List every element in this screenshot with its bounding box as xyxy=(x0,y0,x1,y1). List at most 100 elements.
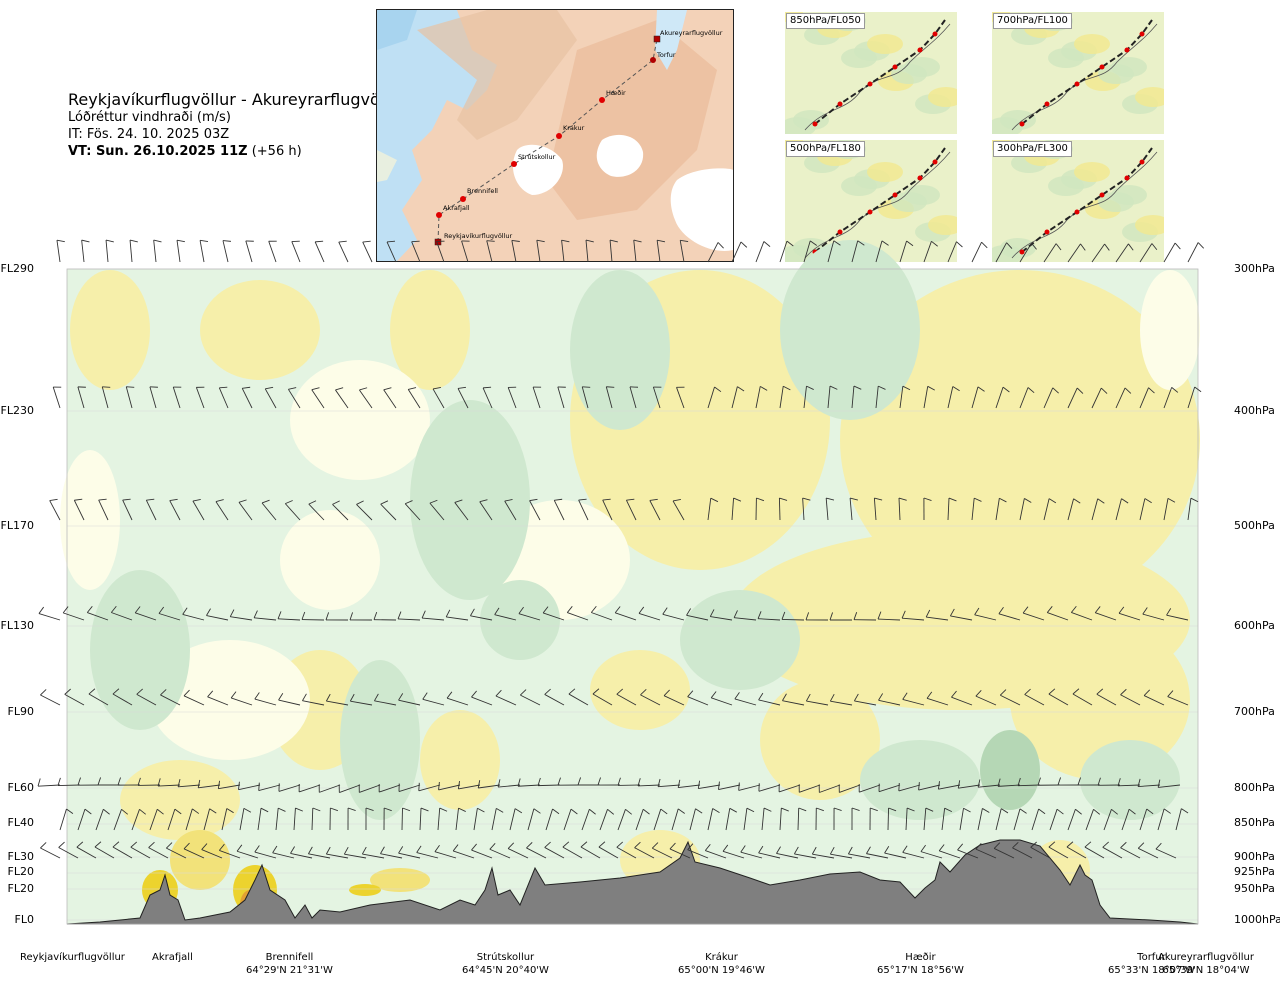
wind-barb-flag xyxy=(1057,777,1062,786)
wind-barb xyxy=(231,697,253,706)
thumbnail-shape xyxy=(1111,185,1147,205)
wind-barb-flag xyxy=(422,692,428,700)
wind-barb xyxy=(977,808,983,831)
wind-barb xyxy=(482,387,493,409)
wind-barb-flag xyxy=(566,606,573,613)
wind-barb-flag xyxy=(568,688,576,695)
wind-barb-flag xyxy=(332,500,340,505)
wind-barb xyxy=(380,503,397,521)
wind-barb xyxy=(553,500,565,521)
wind-barb-flag xyxy=(973,497,982,502)
wind-barb xyxy=(239,808,245,831)
wind-barb xyxy=(195,387,205,409)
wind-barb xyxy=(268,241,277,263)
wind-barb xyxy=(640,694,661,706)
wind-barb-flag xyxy=(454,499,463,503)
vertical-velocity-region xyxy=(1140,270,1200,390)
wind-barb-flag xyxy=(197,779,201,788)
wind-barb-flag xyxy=(633,239,642,243)
place-name: Strútskollur xyxy=(476,952,535,963)
wind-barb-flag xyxy=(74,498,83,501)
wind-barb xyxy=(491,808,497,831)
thumbnail-shape xyxy=(904,185,940,205)
map-label-torfur: Torfur xyxy=(656,51,676,59)
wind-barb xyxy=(633,240,637,263)
wind-barb-flag xyxy=(56,239,65,243)
wind-barb xyxy=(1091,243,1105,263)
wind-barb-flag xyxy=(302,693,307,701)
thumbnail-850hpa[interactable]: 850hPa/FL050 xyxy=(785,12,957,134)
wind-barb xyxy=(1102,846,1123,859)
wind-barb xyxy=(527,808,535,831)
wind-barb xyxy=(374,700,397,706)
wind-barb-flag xyxy=(217,780,221,789)
wind-barb xyxy=(687,849,709,859)
wind-barb xyxy=(470,615,493,621)
wind-barb-flag xyxy=(230,691,237,699)
wind-barb-flag xyxy=(925,807,934,812)
wind-barb-flag xyxy=(97,777,102,786)
wind-barb-flag xyxy=(829,612,834,621)
wind-barb-flag xyxy=(718,781,720,790)
wind-barb xyxy=(731,498,735,521)
wind-barb xyxy=(676,387,685,409)
wind-barb-flag xyxy=(737,386,745,392)
wind-barb-flag xyxy=(793,846,799,855)
wind-barb-flag xyxy=(580,841,588,848)
wind-barb xyxy=(507,387,517,409)
wind-barb xyxy=(755,386,761,409)
wind-barb-flag xyxy=(1124,387,1132,394)
wind-barb-flag xyxy=(439,807,448,812)
wind-barb-flag xyxy=(981,241,988,249)
place-label: Torfur 65°33'N 18°07'W xyxy=(1108,951,1195,977)
wind-barb-flag xyxy=(1167,497,1176,503)
wind-barb xyxy=(135,612,157,621)
wind-barb xyxy=(781,618,805,621)
wind-barb-flag xyxy=(1181,808,1189,814)
wind-barb xyxy=(1167,696,1189,706)
thumbnail-shape xyxy=(867,34,903,54)
wind-barb xyxy=(112,846,133,859)
wind-barb xyxy=(806,700,829,706)
wind-barb xyxy=(416,852,439,859)
thumbnail-shape xyxy=(1124,175,1130,181)
wind-barb xyxy=(634,847,655,859)
wind-barb-flag xyxy=(429,499,438,504)
wind-barb xyxy=(658,784,681,788)
wind-barb xyxy=(722,850,745,859)
wind-barb xyxy=(738,784,761,791)
thumbnail-500hpa[interactable]: 500hPa/FL180 xyxy=(785,140,957,262)
wind-barb-flag xyxy=(640,689,647,696)
wind-barb-flag xyxy=(206,608,211,616)
wind-barb-flag xyxy=(1142,607,1148,615)
wind-barb-flag xyxy=(40,842,47,849)
wind-barb xyxy=(707,808,714,831)
wind-barb-flag xyxy=(477,807,485,813)
y-left-tick: FL90 xyxy=(7,705,34,718)
wind-barb-flag xyxy=(536,239,545,243)
y-right-tick: 300hPa xyxy=(1234,262,1275,275)
wind-barb-flag xyxy=(88,688,96,695)
wind-barb-flag xyxy=(657,778,661,787)
wind-barb-flag xyxy=(277,807,286,812)
thumbnail-300hpa[interactable]: 300hPa/FL300 xyxy=(992,140,1164,262)
vertical-velocity-region xyxy=(980,730,1040,810)
wind-barb-flag xyxy=(776,846,781,854)
wind-barb xyxy=(926,616,949,621)
vertical-velocity-region xyxy=(760,680,880,800)
vertical-velocity-region xyxy=(680,590,800,690)
wind-barb xyxy=(993,848,1015,859)
wind-barb xyxy=(398,784,421,792)
wind-barb-flag xyxy=(1137,842,1145,849)
wind-barb-flag xyxy=(870,807,878,812)
wind-barb-flag xyxy=(554,498,563,501)
wind-barb-flag xyxy=(926,691,933,699)
wind-barb-flag xyxy=(160,689,167,696)
wind-barb-flag xyxy=(361,846,367,855)
wind-barb-flag xyxy=(1144,498,1152,504)
wind-barb xyxy=(201,849,223,859)
wind-barb-flag xyxy=(634,841,641,849)
wind-barb-flag xyxy=(497,779,501,788)
thumbnail-700hpa[interactable]: 700hPa/FL100 xyxy=(992,12,1164,134)
